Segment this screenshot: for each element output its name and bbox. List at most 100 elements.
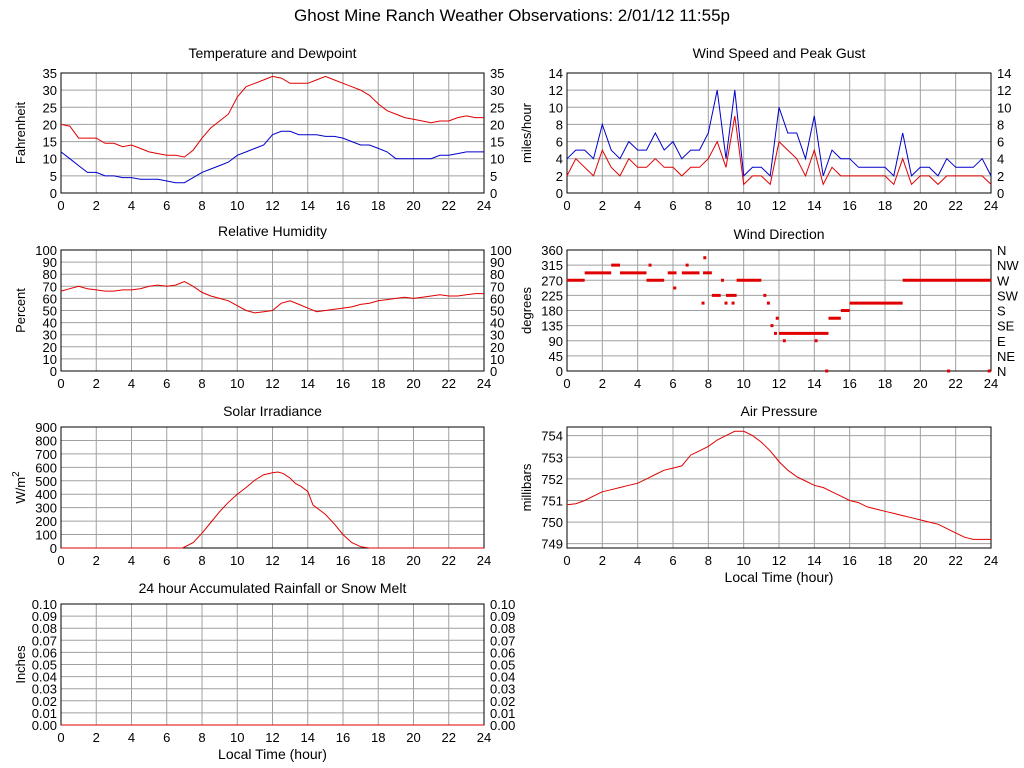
series-line-1 xyxy=(566,115,992,186)
plot-frame xyxy=(60,249,485,372)
x-tick-label: 12 xyxy=(265,198,279,213)
x-tick-label: 22 xyxy=(442,376,456,391)
x-tick-label: 10 xyxy=(736,376,750,391)
y-tick-label: 0.10 xyxy=(32,597,57,612)
plot-frame xyxy=(60,72,485,194)
y-tick-label: 80 xyxy=(43,267,57,282)
y-tick-label: 751 xyxy=(541,493,563,508)
direction-point xyxy=(701,301,705,305)
direction-point xyxy=(825,369,829,373)
chart-title: Air Pressure xyxy=(740,403,817,419)
y-tick-label-right: 5 xyxy=(490,169,497,184)
x-tick-label: 12 xyxy=(772,198,786,213)
x-tick-label: 14 xyxy=(301,730,315,745)
plot-frame xyxy=(566,426,992,549)
x-tick-label: 14 xyxy=(301,198,315,213)
y-tick-label: 270 xyxy=(541,273,563,288)
y-tick-label: 135 xyxy=(541,319,563,334)
x-tick-label: 4 xyxy=(634,553,641,568)
x-tick-label: 0 xyxy=(57,198,64,213)
y-axis-label-text: W/m xyxy=(13,477,28,504)
y-tick-label-right: 0 xyxy=(490,364,497,379)
x-tick-label: 24 xyxy=(984,376,998,391)
y-tick-label-right: 6 xyxy=(997,135,1004,150)
y-axis-label-text: Fahrenheit xyxy=(13,102,28,165)
y-tick-label-right: 8 xyxy=(997,117,1004,132)
direction-point xyxy=(775,316,779,320)
x-tick-label: 18 xyxy=(878,198,892,213)
y-tick-label-right: 0.02 xyxy=(490,694,515,709)
x-tick-label: 24 xyxy=(477,198,491,213)
direction-point xyxy=(766,301,770,305)
y-tick-label: 754 xyxy=(541,429,563,444)
plot-frame xyxy=(60,426,485,549)
x-tick-label: 2 xyxy=(599,376,606,391)
x-tick-label: 8 xyxy=(705,376,712,391)
x-tick-label: 12 xyxy=(772,553,786,568)
direction-point xyxy=(724,301,728,305)
y-tick-label: 6 xyxy=(556,135,563,150)
x-tick-label: 2 xyxy=(599,553,606,568)
y-tick-label-right: 0.01 xyxy=(490,706,515,721)
y-tick-label: 2 xyxy=(556,169,563,184)
y-tick-label-right: 15 xyxy=(490,135,504,150)
y-tick-label: 4 xyxy=(556,152,563,167)
y-tick-label-right: W xyxy=(997,273,1010,288)
y-tick-label: 35 xyxy=(43,66,57,81)
y-tick-label-right: 0 xyxy=(490,186,497,201)
direction-point xyxy=(731,301,735,305)
y-tick-label: 0.09 xyxy=(32,609,57,624)
y-axis-label: millibars xyxy=(519,463,534,511)
y-tick-label: 10 xyxy=(43,352,57,367)
x-tick-label: 22 xyxy=(442,198,456,213)
x-tick-label: 24 xyxy=(984,198,998,213)
y-tick-label: 0 xyxy=(50,541,57,556)
x-tick-label: 18 xyxy=(371,553,385,568)
y-tick-label: 0 xyxy=(556,186,563,201)
x-tick-label: 14 xyxy=(807,198,821,213)
y-axis-label-text: Percent xyxy=(13,288,28,333)
x-tick-label: 16 xyxy=(336,198,350,213)
x-tick-label: 20 xyxy=(406,376,420,391)
y-axis-label-text: millibars xyxy=(519,463,534,511)
y-tick-label: 0.04 xyxy=(32,670,57,685)
x-tick-label: 0 xyxy=(57,376,64,391)
y-tick-label: 0.02 xyxy=(32,694,57,709)
y-tick-label-right: 0.09 xyxy=(490,609,515,624)
y-tick-label-right: 40 xyxy=(490,316,504,331)
x-axis-label: Local Time (hour) xyxy=(725,569,834,585)
y-tick-label: 90 xyxy=(43,255,57,270)
x-tick-label: 8 xyxy=(705,198,712,213)
y-tick-label-right: 10 xyxy=(490,352,504,367)
y-tick-label: 14 xyxy=(549,66,563,81)
y-tick-label-right: NW xyxy=(997,258,1019,273)
y-tick-label-right: 0.10 xyxy=(490,597,515,612)
y-tick-label-right: 14 xyxy=(997,66,1011,81)
y-tick-label: 30 xyxy=(43,328,57,343)
chart-title: Relative Humidity xyxy=(218,223,327,239)
y-tick-label: 700 xyxy=(35,447,57,462)
y-axis-label: degrees xyxy=(519,287,534,334)
y-tick-label: 20 xyxy=(43,340,57,355)
x-tick-label: 8 xyxy=(198,376,205,391)
y-tick-label-right: 50 xyxy=(490,304,504,319)
x-tick-label: 0 xyxy=(563,198,570,213)
y-tick-label-right: 12 xyxy=(997,83,1011,98)
x-tick-label: 18 xyxy=(371,730,385,745)
x-tick-label: 10 xyxy=(736,553,750,568)
direction-point xyxy=(648,263,652,267)
x-tick-label: 12 xyxy=(265,553,279,568)
x-tick-label: 6 xyxy=(163,553,170,568)
y-tick-label-right: 60 xyxy=(490,291,504,306)
x-tick-label: 20 xyxy=(913,553,927,568)
y-tick-label-right: 10 xyxy=(997,100,1011,115)
x-tick-label: 4 xyxy=(128,198,135,213)
y-tick-label: 400 xyxy=(35,487,57,502)
y-tick-label: 300 xyxy=(35,501,57,516)
x-tick-label: 10 xyxy=(230,376,244,391)
x-tick-label: 18 xyxy=(371,198,385,213)
y-tick-label-right: 2 xyxy=(997,169,1004,184)
